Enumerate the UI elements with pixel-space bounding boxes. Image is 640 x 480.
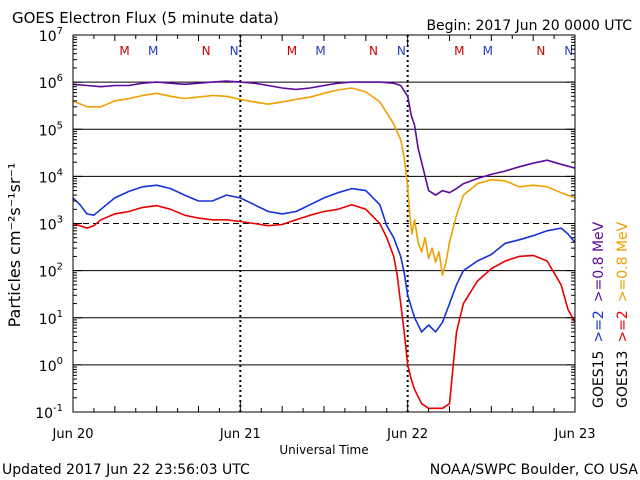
- event-marker: N: [397, 44, 406, 58]
- event-marker: M: [454, 44, 464, 58]
- event-marker: N: [369, 44, 378, 58]
- legend-text: >=0.8 MeV: [615, 221, 631, 302]
- noaa-credit: NOAA/SWPC Boulder, CO USA: [430, 462, 639, 478]
- y-axis-label: Particles cm⁻²s⁻¹sr⁻¹: [5, 163, 24, 328]
- y-tick-exponent: 1: [57, 309, 63, 320]
- event-marker: M: [287, 44, 297, 58]
- y-tick-base: 10: [39, 218, 57, 234]
- x-axis-ticks: Jun 20 Jun 21 Jun 22 Jun 23: [52, 35, 596, 442]
- y-tick-exponent: 2: [57, 262, 63, 273]
- y-tick-base: 10: [35, 406, 53, 422]
- event-marker: N: [202, 44, 211, 58]
- grid-lines: [73, 81, 575, 366]
- y-tick-base: 10: [39, 265, 57, 281]
- event-marker: N: [536, 44, 545, 58]
- series-line: [72, 184, 576, 333]
- x-axis-label: Universal Time: [279, 443, 368, 457]
- legend-text: >=2: [615, 310, 631, 342]
- y-tick-base: 10: [39, 76, 57, 92]
- legend-entry: GOES15 >=2 >=0.8 MeV: [591, 221, 607, 408]
- y-tick-exponent: 5: [57, 120, 63, 131]
- y-tick-label: 103: [39, 215, 63, 234]
- x-tick-label: Jun 20: [52, 427, 94, 442]
- legend-text: GOES15: [591, 351, 607, 408]
- y-tick-label: 100: [39, 356, 63, 375]
- event-marker: N: [230, 44, 239, 58]
- series-line: [72, 80, 576, 196]
- plot-frame: [72, 34, 576, 413]
- y-tick-exponent: 0: [57, 356, 63, 367]
- series-line: [72, 87, 576, 276]
- y-tick-label: 101: [39, 309, 63, 328]
- y-tick-exponent: -1: [53, 403, 63, 414]
- y-tick-base: 10: [39, 359, 57, 375]
- legend-text: GOES13: [615, 351, 631, 408]
- begin-time-label: Begin: 2017 Jun 20 0000 UTC: [426, 18, 632, 34]
- series-line: [72, 203, 576, 410]
- updated-timestamp: Updated 2017 Jun 22 23:56:03 UTC: [2, 462, 250, 478]
- y-tick-label: 102: [39, 262, 63, 281]
- y-tick-exponent: 6: [57, 73, 63, 84]
- series-layer: [72, 80, 576, 410]
- event-marker: M: [119, 44, 129, 58]
- y-tick-exponent: 3: [57, 215, 63, 226]
- y-tick-exponent: 4: [57, 167, 63, 178]
- event-marker: N: [564, 44, 573, 58]
- y-tick-label: 105: [39, 120, 63, 139]
- x-tick-label: Jun 22: [386, 427, 428, 442]
- y-tick-label: 106: [39, 73, 63, 92]
- y-tick-base: 10: [39, 312, 57, 328]
- y-tick-label: 10-1: [35, 403, 63, 422]
- event-marker: M: [483, 44, 493, 58]
- event-marker: M: [315, 44, 325, 58]
- y-tick-exponent: 7: [57, 26, 63, 37]
- y-tick-label: 104: [39, 167, 63, 186]
- event-marker: M: [148, 44, 158, 58]
- chart-title: GOES Electron Flux (5 minute data): [12, 9, 279, 27]
- y-tick-base: 10: [39, 29, 57, 45]
- y-tick-base: 10: [39, 123, 57, 139]
- y-tick-base: 10: [39, 170, 57, 186]
- x-tick-label: Jun 21: [219, 427, 261, 442]
- x-tick-label: Jun 23: [554, 427, 596, 442]
- y-tick-label: 107: [39, 26, 63, 45]
- legend-text: >=2: [591, 310, 607, 342]
- legend: GOES15 >=2 >=0.8 MeV GOES13 >=2 >=0.8 MeV: [591, 221, 631, 408]
- legend-text: >=0.8 MeV: [591, 221, 607, 302]
- legend-entry: GOES13 >=2 >=0.8 MeV: [615, 221, 631, 408]
